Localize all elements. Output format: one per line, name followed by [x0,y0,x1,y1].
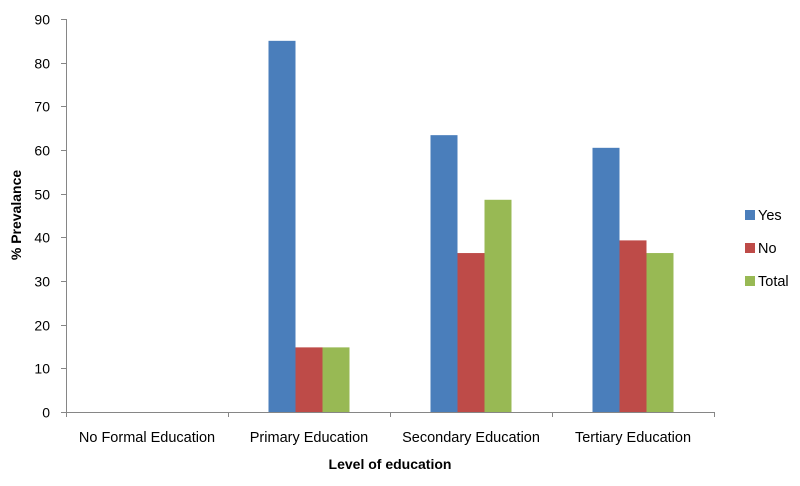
y-tick-label: 60 [34,143,50,159]
bar-yes [430,135,458,413]
x-category-label: Secondary Education [402,430,540,446]
legend-label-total: Total [758,274,789,290]
y-tick-label: 0 [42,405,50,421]
legend-label-yes: Yes [758,208,782,224]
bar-yes [268,40,296,412]
bar-no [619,240,647,412]
bar-total [322,347,350,412]
x-category-label: Primary Education [250,430,368,446]
x-ticks-group: No Formal Education Primary Education Seco… [66,412,715,446]
legend-swatch-yes [745,210,755,220]
y-tick-label: 30 [34,274,50,290]
y-tick-label: 70 [34,99,50,115]
bar-no [295,347,323,412]
y-tick-label: 50 [34,187,50,203]
x-category-label: No Formal Education [79,430,215,446]
x-category-label: Tertiary Education [575,430,691,446]
y-axis-title: % Prevalance [8,170,24,260]
y-tick-label: 40 [34,230,50,246]
bars-group [268,40,674,413]
y-tick-label: 80 [34,56,50,72]
bar-total [646,253,674,412]
y-tick-label: 10 [34,361,50,377]
legend-label-no: No [758,241,777,257]
y-tick-label: 20 [34,318,50,334]
bar-total [484,199,512,412]
bar-no [457,253,485,412]
legend-swatch-no [745,243,755,253]
y-tick-label: 90 [34,12,50,28]
bar-yes [592,147,620,413]
legend: Yes No Total [745,208,789,290]
y-ticks-group: 0 10 20 30 40 50 60 70 80 90 [34,12,66,421]
x-axis-title: Level of education [329,456,452,472]
legend-swatch-total [745,276,755,286]
